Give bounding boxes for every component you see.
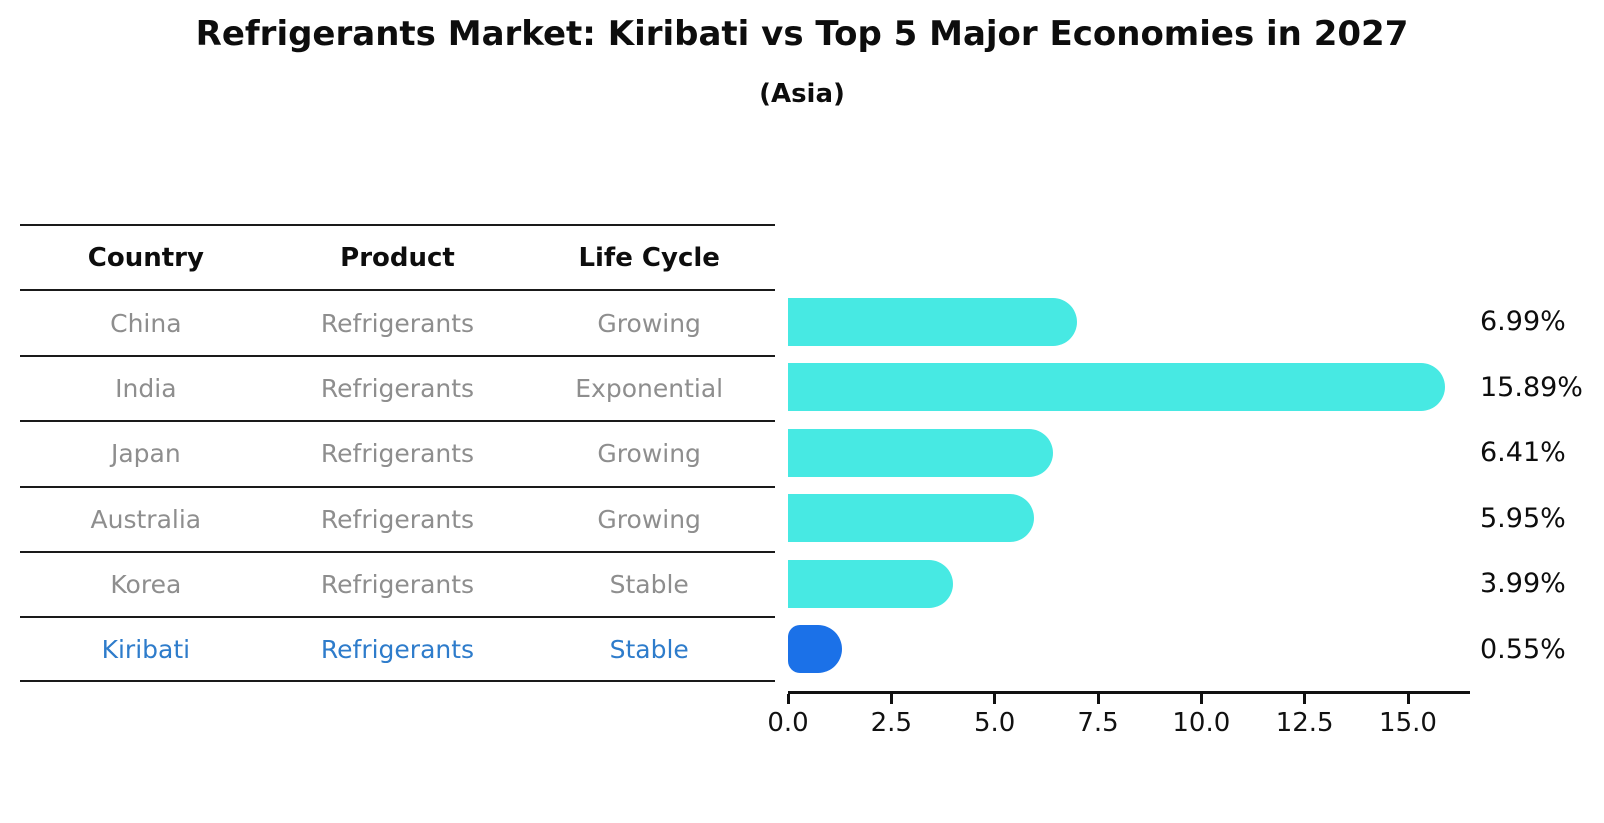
life-cycle-cell: Exponential — [575, 373, 724, 403]
x-tick-mark — [889, 694, 893, 704]
value-label-japan: 6.41% — [1480, 437, 1566, 469]
country-cell: Kiribati — [101, 634, 191, 664]
column-header-product: Product — [340, 242, 455, 273]
x-tick-label: 2.5 — [870, 708, 912, 738]
country-table: Country Product Life Cycle China Refrige… — [20, 224, 775, 682]
table-row-china: China Refrigerants Growing — [20, 289, 775, 354]
table-row-japan: Japan Refrigerants Growing — [20, 420, 775, 485]
column-header-life-cycle: Life Cycle — [578, 242, 720, 273]
x-tick-mark — [993, 694, 997, 704]
column-header-country: Country — [87, 242, 204, 273]
x-tick-label: 12.5 — [1275, 708, 1334, 738]
bar-japan — [788, 428, 1053, 477]
country-cell: Japan — [110, 439, 181, 469]
x-tick-mark — [1199, 694, 1203, 704]
life-cycle-cell: Growing — [597, 439, 701, 469]
table-row-kiribati: Kiribati Refrigerants Stable — [20, 616, 775, 682]
x-tick-label: 5.0 — [973, 708, 1016, 738]
product-cell: Refrigerants — [320, 308, 475, 338]
bar-kiribati — [788, 625, 842, 674]
x-tick-label: 15.0 — [1379, 708, 1437, 738]
country-cell: Korea — [110, 570, 182, 600]
country-cell: Australia — [90, 504, 202, 534]
value-label-china: 6.99% — [1480, 306, 1566, 338]
bar-plot — [788, 289, 1470, 682]
x-axis: 0.0 2.5 5.0 7.5 10.0 12.5 15.0 — [767, 691, 1470, 741]
bar-china — [788, 297, 1077, 346]
table-row-korea: Korea Refrigerants Stable — [20, 550, 775, 616]
x-tick-label: 10.0 — [1172, 708, 1231, 738]
x-tick-mark — [1303, 694, 1307, 704]
value-label-india: 15.89% — [1480, 371, 1583, 403]
value-label-australia: 5.95% — [1480, 502, 1566, 534]
table-row-australia: Australia Refrigerants Growing — [20, 485, 775, 551]
x-axis-line — [788, 691, 1470, 694]
x-tick-label: 7.5 — [1077, 708, 1119, 738]
product-cell: Refrigerants — [320, 373, 475, 403]
bar-korea — [788, 559, 953, 608]
life-cycle-cell: Growing — [597, 308, 701, 338]
bar-australia — [788, 494, 1034, 543]
chart-subtitle: (Asia) — [759, 79, 845, 109]
x-tick-mark — [786, 694, 790, 704]
product-cell: Refrigerants — [320, 570, 475, 600]
life-cycle-cell: Stable — [609, 570, 689, 600]
table-row-india: India Refrigerants Exponential — [20, 354, 775, 420]
country-cell: China — [110, 308, 182, 338]
value-label-kiribati: 0.55% — [1480, 633, 1566, 665]
x-tick-mark — [1096, 694, 1100, 704]
table-header-row: Country Product Life Cycle — [20, 224, 775, 289]
product-cell: Refrigerants — [320, 634, 475, 664]
value-label-korea: 3.99% — [1480, 568, 1566, 600]
value-labels: 6.99% 15.89% 6.41% 5.95% 3.99% 0.55% — [1480, 289, 1604, 682]
product-cell: Refrigerants — [320, 504, 475, 534]
country-cell: India — [115, 373, 177, 403]
x-tick-mark — [1406, 694, 1410, 704]
product-cell: Refrigerants — [320, 439, 475, 469]
life-cycle-cell: Stable — [609, 634, 689, 664]
life-cycle-cell: Growing — [597, 504, 701, 534]
chart-title: Refrigerants Market: Kiribati vs Top 5 M… — [195, 14, 1409, 54]
x-tick-label: 0.0 — [767, 708, 809, 738]
bar-india — [788, 363, 1445, 412]
